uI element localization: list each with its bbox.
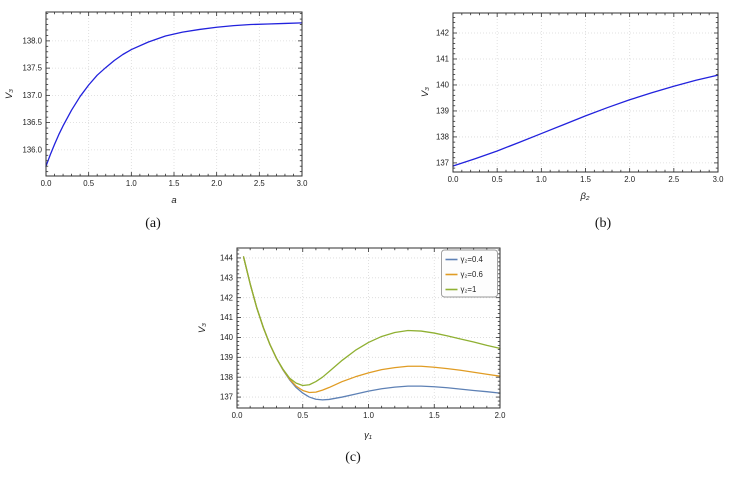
- svg-text:3.0: 3.0: [713, 175, 725, 184]
- svg-text:136.0: 136.0: [22, 145, 42, 154]
- svg-text:141: 141: [220, 313, 233, 322]
- plot-frame: [236, 247, 501, 409]
- svg-text:0.5: 0.5: [492, 175, 504, 184]
- svg-text:0.5: 0.5: [83, 179, 95, 188]
- svg-text:139: 139: [220, 353, 233, 362]
- svg-text:137.5: 137.5: [22, 64, 42, 73]
- curve-V3(beta2): [452, 74, 719, 167]
- svg-text:136.5: 136.5: [22, 118, 42, 127]
- tick-labels: 0.0 0.5 1.0 1.5 2.0 2.5 3.0 137 138 139 140 141 142: [436, 29, 724, 184]
- caption-a: (a): [145, 216, 161, 231]
- svg-text:142: 142: [436, 29, 449, 38]
- gridlines: [46, 12, 302, 176]
- svg-text:3.0: 3.0: [297, 179, 309, 188]
- svg-text:142: 142: [220, 293, 233, 302]
- svg-text:138.0: 138.0: [22, 36, 42, 45]
- tick-labels: 0.0 0.5 1.0 1.5 2.0 137 138 139 140 141 142 143 144: [220, 254, 506, 420]
- svg-text:138: 138: [436, 133, 449, 142]
- svg-text:γ₂=0.4: γ₂=0.4: [461, 255, 484, 264]
- svg-text:139: 139: [436, 107, 449, 116]
- y-axis-label: V₃: [4, 89, 15, 99]
- caption-b: (b): [594, 216, 612, 231]
- svg-text:140: 140: [220, 333, 234, 342]
- svg-text:140: 140: [436, 81, 450, 90]
- svg-text:0.5: 0.5: [297, 411, 309, 420]
- svg-text:2.5: 2.5: [668, 175, 680, 184]
- svg-text:137: 137: [220, 393, 233, 402]
- svg-text:γ₂=1: γ₂=1: [461, 285, 477, 294]
- svg-text:2.0: 2.0: [624, 175, 636, 184]
- plot-c-canvas: 0.0 0.5 1.0 1.5 2.0 137 138 139 140 141 142 143 144 γ…: [197, 247, 506, 441]
- svg-text:137.0: 137.0: [22, 91, 42, 100]
- svg-text:2.0: 2.0: [495, 411, 507, 420]
- svg-text:143: 143: [220, 273, 233, 282]
- gridlines: [453, 13, 718, 172]
- svg-text:1.5: 1.5: [429, 411, 441, 420]
- svg-text:144: 144: [220, 254, 234, 263]
- svg-text:1.0: 1.0: [363, 411, 375, 420]
- svg-text:2.5: 2.5: [254, 179, 266, 188]
- svg-text:138: 138: [220, 373, 233, 382]
- svg-text:2.0: 2.0: [211, 179, 223, 188]
- svg-text:1.5: 1.5: [169, 179, 181, 188]
- svg-text:141: 141: [436, 55, 449, 64]
- svg-text:1.5: 1.5: [580, 175, 592, 184]
- curve-V3(a): [45, 22, 303, 167]
- svg-text:1.0: 1.0: [536, 175, 548, 184]
- x-axis-label: a: [171, 195, 176, 206]
- plot-b-canvas: 0.0 0.5 1.0 1.5 2.0 2.5 3.0 137 138 139 140 141 142 β…: [420, 12, 724, 202]
- x-axis-label: γ₁: [364, 430, 372, 441]
- svg-text:0.0: 0.0: [448, 175, 460, 184]
- y-axis-label: V₃: [197, 323, 208, 333]
- legend: γ₂=0.4 γ₂=0.6 γ₂=1: [441, 249, 498, 298]
- svg-text:0.0: 0.0: [232, 411, 244, 420]
- tick-labels: 0.0 0.5 1.0 1.5 2.0 2.5 3.0 136.0 136.5 137.0 137.…: [22, 36, 308, 188]
- y-axis-label: V₃: [420, 87, 431, 97]
- svg-text:137: 137: [436, 159, 449, 168]
- caption-c: (c): [345, 450, 361, 465]
- x-axis-label: β₂: [579, 191, 589, 202]
- svg-text:0.0: 0.0: [41, 179, 53, 188]
- curve-γ₂=1: [242, 256, 501, 387]
- svg-text:1.0: 1.0: [126, 179, 138, 188]
- svg-text:γ₂=0.6: γ₂=0.6: [461, 270, 483, 279]
- plot-frame: [45, 11, 303, 177]
- plot-frame: [452, 12, 719, 173]
- plot-a-canvas: 0.0 0.5 1.0 1.5 2.0 2.5 3.0 136.0 136.5 137.0 137.…: [4, 11, 308, 206]
